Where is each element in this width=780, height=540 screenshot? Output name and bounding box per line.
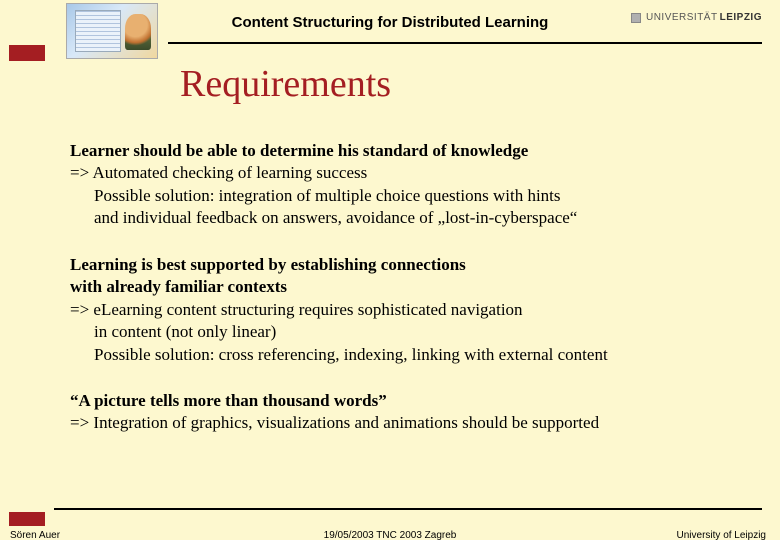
requirement-1: Learner should be able to determine his … (70, 140, 750, 230)
requirement-2: Learning is best supported by establishi… (70, 254, 750, 366)
header-accent-block (9, 45, 45, 61)
header-thumbnail-image (66, 3, 158, 59)
university-badge-text-bold: LEIPZIG (720, 12, 762, 23)
content-body: Learner should be able to determine his … (70, 140, 750, 459)
header-rule (168, 42, 762, 44)
requirement-heading-line2: with already familiar contexts (70, 276, 750, 298)
requirement-detail: in content (not only linear) (70, 321, 750, 343)
requirement-heading: “A picture tells more than thousand word… (70, 390, 750, 412)
university-badge-icon (631, 13, 641, 23)
requirement-detail: and individual feedback on answers, avoi… (70, 207, 750, 229)
university-badge-text-light: UNIVERSITÄT (646, 12, 718, 23)
university-badge: UNIVERSITÄT LEIPZIG (631, 12, 762, 23)
footer-affiliation: University of Leipzig (677, 530, 766, 540)
footer-accent-block (9, 512, 45, 526)
header: Content Structuring for Distributed Lear… (0, 0, 780, 44)
footer-center: 19/05/2003 TNC 2003 Zagreb (0, 530, 780, 540)
requirement-heading: Learning is best supported by establishi… (70, 254, 750, 276)
requirement-detail: Possible solution: integration of multip… (70, 185, 750, 207)
requirement-arrow-line: => Automated checking of learning succes… (70, 162, 750, 184)
requirement-arrow-line: => eLearning content structuring require… (70, 299, 750, 321)
requirement-arrow-line: => Integration of graphics, visualizatio… (70, 412, 750, 434)
requirement-3: “A picture tells more than thousand word… (70, 390, 750, 435)
slide-title: Requirements (180, 62, 391, 106)
footer-rule (54, 508, 762, 510)
slide: Content Structuring for Distributed Lear… (0, 0, 780, 540)
requirement-detail: Possible solution: cross referencing, in… (70, 344, 750, 366)
requirement-heading: Learner should be able to determine his … (70, 140, 750, 162)
